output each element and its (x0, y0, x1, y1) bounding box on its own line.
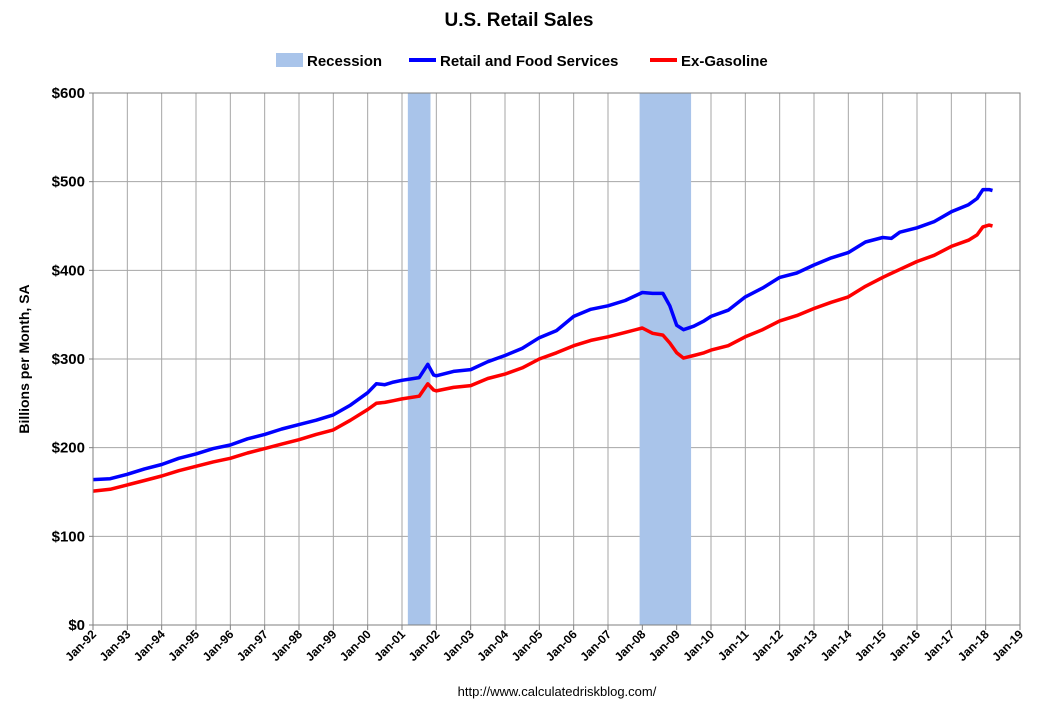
y-axis-ticks: $0 $100 $200 $300 $400 $500 $600 (52, 85, 93, 634)
legend-label: Recession (307, 53, 382, 70)
series-lines (92, 187, 993, 493)
y-tick-label: $400 (52, 262, 85, 279)
x-tick-label: Jan-95 (165, 627, 202, 664)
x-tick-label: Jan-15 (852, 627, 889, 664)
x-tick-label: Jan-18 (955, 627, 992, 664)
x-tick-label: Jan-02 (406, 627, 443, 664)
gridlines (92, 92, 1021, 626)
x-tick-label: Jan-17 (921, 627, 958, 664)
y-tick-label: $200 (52, 440, 85, 457)
source-url: http://www.calculatedriskblog.com/ (458, 684, 657, 699)
chart-title: U.S. Retail Sales (445, 10, 594, 31)
y-tick-label: $300 (52, 351, 85, 368)
y-tick-label: $0 (68, 617, 85, 634)
x-tick-label: Jan-10 (680, 627, 717, 664)
x-tick-label: Jan-97 (234, 627, 271, 664)
legend: Recession Retail and Food Services Ex-Gaso… (276, 53, 768, 70)
x-tick-label: Jan-98 (268, 627, 305, 664)
y-tick-label: $100 (52, 528, 85, 545)
legend-item-retail-and-food-services: Retail and Food Services (409, 53, 618, 70)
series-line-ex-gasoline (92, 223, 993, 493)
x-tick-label: Jan-16 (886, 627, 923, 664)
x-tick-label: Jan-13 (783, 627, 820, 664)
x-tick-label: Jan-19 (989, 627, 1026, 664)
legend-label: Ex-Gasoline (681, 53, 768, 70)
legend-label: Retail and Food Services (440, 53, 618, 70)
x-tick-label: Jan-96 (200, 627, 237, 664)
x-tick-label: Jan-09 (646, 627, 683, 664)
x-tick-label: Jan-03 (440, 627, 477, 664)
x-tick-label: Jan-01 (371, 627, 408, 664)
x-axis-ticks: Jan-92Jan-93Jan-94Jan-95Jan-96Jan-97Jan-… (62, 625, 1026, 664)
y-tick-label: $500 (52, 174, 85, 191)
x-tick-label: Jan-08 (612, 627, 649, 664)
recession-band (407, 93, 431, 625)
x-tick-label: Jan-12 (749, 627, 786, 664)
x-tick-label: Jan-94 (131, 627, 168, 664)
legend-item-recession: Recession (276, 53, 382, 70)
x-tick-label: Jan-06 (543, 627, 580, 664)
legend-item-ex-gasoline: Ex-Gasoline (650, 53, 768, 70)
x-tick-label: Jan-99 (303, 627, 340, 664)
y-tick-label: $600 (52, 85, 85, 102)
legend-swatch (276, 53, 303, 67)
x-tick-label: Jan-14 (818, 627, 855, 664)
x-tick-label: Jan-93 (97, 627, 134, 664)
x-tick-label: Jan-07 (577, 627, 614, 664)
x-tick-label: Jan-05 (509, 627, 546, 664)
series-line-retail-and-food-services (92, 187, 993, 482)
x-tick-label: Jan-04 (474, 627, 511, 664)
x-tick-label: Jan-11 (715, 627, 752, 664)
y-axis-label: Billions per Month, SA (16, 284, 32, 433)
x-tick-label: Jan-00 (337, 627, 374, 664)
